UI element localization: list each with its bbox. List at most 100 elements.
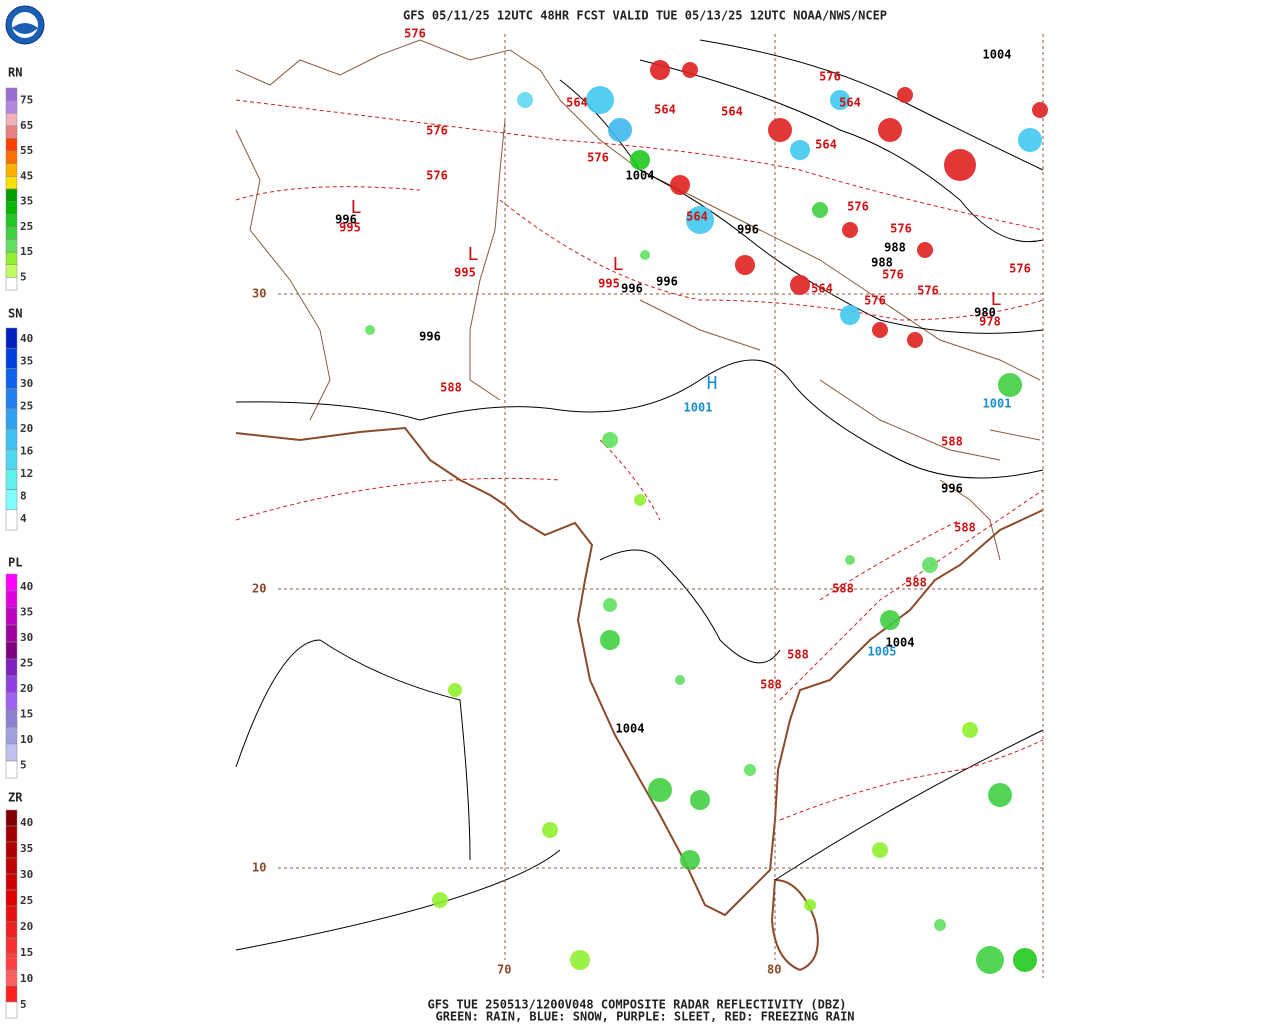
contour-label: 588 <box>440 381 462 395</box>
legend-swatch <box>5 251 18 265</box>
legend-swatch <box>5 607 18 626</box>
border-lines <box>235 39 1041 561</box>
pressure-center: L <box>351 197 362 218</box>
legend-swatch <box>5 214 18 228</box>
precip-blob <box>1032 102 1048 118</box>
precip-blob <box>812 202 828 218</box>
legend-swatch <box>5 226 18 240</box>
legend-swatch <box>5 1001 18 1019</box>
legend-name: ZR <box>8 791 23 805</box>
contour-label: 588 <box>760 678 782 692</box>
legend-swatch <box>5 100 18 114</box>
precip-blob <box>448 683 462 697</box>
precip-blob <box>944 149 976 181</box>
sri-lanka-coast <box>770 878 819 972</box>
precip-blob <box>650 60 670 80</box>
contour-label: 564 <box>811 282 833 296</box>
contour-label: 588 <box>787 648 809 662</box>
contour-label: 564 <box>721 105 743 119</box>
legend-label: 35 <box>20 355 33 368</box>
contour-label: 996 <box>621 282 643 296</box>
legend-label: 8 <box>20 489 27 502</box>
precip-blob <box>840 305 860 325</box>
legend-swatch <box>5 905 18 923</box>
noaa-logo <box>5 5 45 45</box>
contour-label: 576 <box>917 284 939 298</box>
legend-swatch <box>5 726 18 745</box>
contour-label: 1005 <box>868 645 897 659</box>
legend-label: 30 <box>20 631 33 644</box>
precip-blob <box>934 919 946 931</box>
legend-swatch <box>5 675 18 694</box>
legend-label: 25 <box>20 894 33 907</box>
pressure-center: L <box>613 254 624 275</box>
legend-label: 75 <box>20 94 33 107</box>
legends: RN756555453525155SN4035302520161284PL403… <box>5 66 34 1019</box>
precip-blob <box>648 778 672 802</box>
legend-label: 10 <box>20 972 33 985</box>
legend-swatch <box>5 469 18 490</box>
contour-label: 996 <box>335 213 357 227</box>
legend-name: RN <box>8 66 22 80</box>
legend-swatch <box>5 921 18 939</box>
precip-blob <box>744 764 756 776</box>
legend-label: 20 <box>20 422 33 435</box>
footer-line2: GREEN: RAIN, BLUE: SNOW, PURPLE: SLEET, … <box>435 1010 854 1024</box>
precip-blob <box>830 90 850 110</box>
legend-label: 15 <box>20 707 33 720</box>
contour-label: 995 <box>598 277 620 291</box>
legend-swatch <box>5 857 18 875</box>
contour-label: 576 <box>882 268 904 282</box>
lat-label: 10 <box>252 861 266 875</box>
legend-swatch <box>5 658 18 677</box>
precip-blob <box>630 150 650 170</box>
pressure-center: H <box>707 373 718 394</box>
lat-label: 30 <box>252 287 266 301</box>
legend-swatch <box>5 201 18 215</box>
pressure-center: L <box>991 289 1002 310</box>
contour-label: 576 <box>426 169 448 183</box>
legend-swatch <box>5 188 18 202</box>
legend-swatch <box>5 327 18 349</box>
legend-swatch <box>5 841 18 859</box>
legend-swatch <box>5 889 18 907</box>
legend-label: 5 <box>20 270 27 283</box>
precip-blob <box>432 892 448 908</box>
contour-label: 1001 <box>983 397 1012 411</box>
precip-blob <box>988 783 1012 807</box>
legend-label: 25 <box>20 656 33 669</box>
legend-swatch <box>5 176 18 190</box>
contour-label: 564 <box>815 138 837 152</box>
precip-blob <box>735 255 755 275</box>
precip-blob <box>897 87 913 103</box>
legend-label: 40 <box>20 580 33 593</box>
precip-blob <box>917 242 933 258</box>
precip-blob <box>790 275 810 295</box>
legend-label: 16 <box>20 444 34 457</box>
legend-swatch <box>5 489 18 511</box>
precip-blob <box>602 432 618 448</box>
legend-swatch <box>5 709 18 728</box>
contour-label: 996 <box>941 482 963 496</box>
precip-blob <box>1018 128 1042 152</box>
precip-blob <box>922 557 938 573</box>
precip-blob <box>675 675 685 685</box>
precip-blob <box>600 630 620 650</box>
legend-name: SN <box>8 307 22 321</box>
precip-blob <box>365 325 375 335</box>
legend-swatch <box>5 368 18 389</box>
legend-label: 65 <box>20 119 33 132</box>
contour-label: 576 <box>426 124 448 138</box>
contour-label: 576 <box>847 200 869 214</box>
contour-label: 988 <box>871 256 893 270</box>
contour-label: 576 <box>404 27 426 41</box>
legend-swatch <box>5 641 18 660</box>
footer-line1: GFS TUE 250513/1200V048 COMPOSITE RADAR … <box>427 998 846 1012</box>
legend-swatch <box>5 743 18 762</box>
legend-swatch <box>5 985 18 1003</box>
legend-swatch <box>5 953 18 971</box>
contour-label: 564 <box>654 103 676 117</box>
precip-blob <box>517 92 533 108</box>
precip-blob <box>872 322 888 338</box>
